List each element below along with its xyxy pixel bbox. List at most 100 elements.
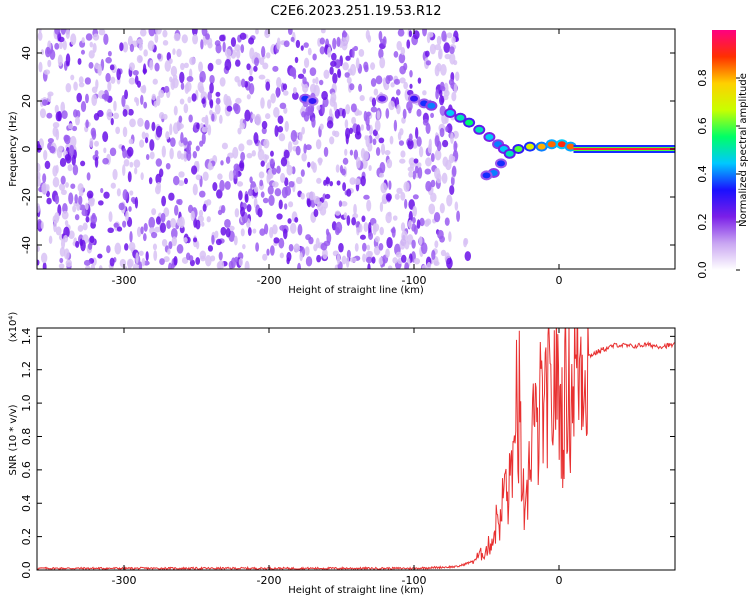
noise-speck <box>214 230 219 239</box>
noise-speck <box>157 53 162 60</box>
noise-speck <box>276 165 281 174</box>
noise-speck <box>106 108 113 121</box>
noise-speck <box>82 222 88 231</box>
noise-speck <box>65 182 69 188</box>
noise-speck <box>323 146 329 157</box>
noise-speck <box>173 256 178 266</box>
noise-layer <box>37 29 472 269</box>
noise-speck <box>149 151 155 160</box>
noise-speck <box>162 40 169 46</box>
noise-speck <box>122 126 128 138</box>
noise-speck <box>182 137 188 146</box>
noise-speck <box>305 256 313 267</box>
noise-speck <box>217 173 223 180</box>
noise-speck <box>144 119 150 130</box>
noise-speck <box>207 62 214 72</box>
noise-speck <box>365 256 373 264</box>
noise-speck <box>43 149 48 161</box>
noise-speck <box>321 90 328 101</box>
noise-speck <box>211 234 215 245</box>
noise-speck <box>66 61 70 67</box>
bottom-x-ticks: -300 -200 -100 0 <box>112 328 563 587</box>
noise-speck <box>169 76 173 83</box>
noise-speck <box>287 29 293 36</box>
noise-speck <box>65 83 72 93</box>
noise-speck <box>443 94 449 101</box>
noise-speck <box>164 60 171 72</box>
noise-speck <box>363 222 369 233</box>
noise-speck <box>97 200 104 206</box>
noise-speck <box>116 188 121 197</box>
noise-speck <box>330 60 337 67</box>
noise-speck <box>257 148 265 161</box>
noise-speck <box>192 183 198 196</box>
noise-speck <box>37 162 41 173</box>
noise-speck <box>344 72 350 78</box>
noise-speck <box>345 104 351 115</box>
noise-speck <box>288 201 294 208</box>
noise-speck <box>342 31 348 38</box>
noise-speck <box>129 231 133 243</box>
noise-speck <box>85 93 89 104</box>
noise-speck <box>153 250 158 262</box>
noise-speck <box>122 164 126 177</box>
noise-speck <box>249 176 253 184</box>
noise-speck <box>416 219 421 229</box>
noise-speck <box>288 181 295 188</box>
noise-speck <box>406 39 411 49</box>
noise-speck <box>407 219 413 229</box>
noise-speck <box>433 211 441 223</box>
noise-speck <box>94 140 99 147</box>
noise-speck <box>228 170 234 182</box>
noise-speck <box>119 42 124 52</box>
noise-speck <box>49 146 56 154</box>
noise-speck <box>318 79 324 86</box>
noise-speck <box>274 188 282 197</box>
noise-speck <box>355 156 361 169</box>
noise-speck <box>440 249 447 257</box>
noise-speck <box>195 145 200 152</box>
noise-speck <box>252 228 257 234</box>
noise-speck <box>446 257 453 269</box>
noise-speck <box>278 199 283 210</box>
noise-speck <box>313 243 318 252</box>
signal-point <box>308 98 317 104</box>
noise-speck <box>414 165 419 174</box>
noise-speck <box>365 114 370 127</box>
noise-speck <box>222 41 226 53</box>
y-tick-label: 0.8 <box>20 428 33 446</box>
top-y-axis-label: Frequency (Hz) <box>8 111 19 187</box>
noise-speck <box>413 257 421 265</box>
noise-speck <box>309 67 317 76</box>
noise-speck <box>353 149 359 160</box>
noise-speck <box>329 181 334 187</box>
noise-speck <box>439 127 445 138</box>
noise-speck <box>155 29 162 35</box>
y-tick-label: 0.6 <box>20 461 33 479</box>
noise-speck <box>110 76 116 84</box>
noise-speck <box>362 242 367 252</box>
noise-speck <box>307 47 312 56</box>
noise-speck <box>224 59 232 71</box>
noise-speck <box>338 200 343 207</box>
noise-speck <box>302 83 309 93</box>
noise-speck <box>168 262 173 269</box>
noise-speck <box>43 69 51 75</box>
noise-speck <box>404 198 408 210</box>
noise-speck <box>463 238 469 246</box>
noise-speck <box>368 164 372 172</box>
noise-speck <box>333 130 340 138</box>
noise-speck <box>39 108 47 119</box>
noise-speck <box>448 231 452 243</box>
noise-speck <box>453 140 458 153</box>
noise-speck <box>162 29 168 38</box>
noise-speck <box>258 171 265 179</box>
noise-speck <box>362 253 366 263</box>
noise-speck <box>76 92 82 103</box>
noise-speck <box>149 139 155 151</box>
noise-speck <box>179 71 185 84</box>
noise-speck <box>209 74 215 84</box>
noise-speck <box>450 175 455 186</box>
noise-speck <box>54 29 61 35</box>
noise-speck <box>302 76 307 85</box>
